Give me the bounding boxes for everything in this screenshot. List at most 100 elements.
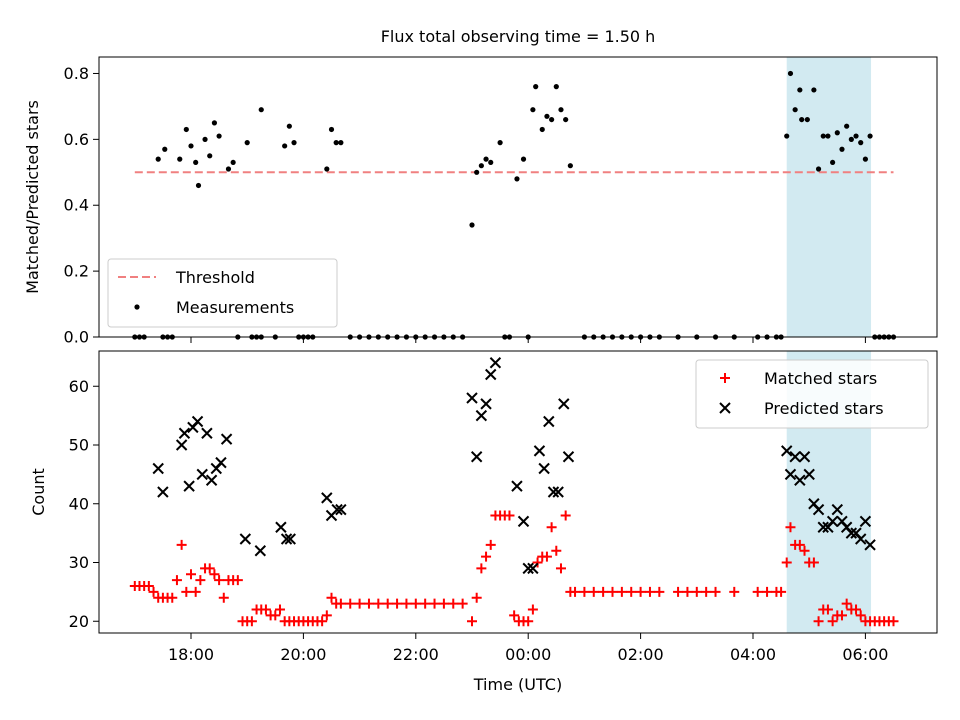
predicted-stars-point (275, 521, 287, 533)
legend-measurement-swatch (134, 304, 140, 310)
x-tick-label: 04:00 (730, 645, 776, 664)
top-highlight-band (786, 57, 872, 337)
measurement-point (853, 133, 859, 139)
matched-stars-point (588, 586, 599, 597)
measurement-point (328, 126, 335, 133)
predicted-stars-point (215, 456, 227, 469)
matched-stars-point (190, 586, 201, 597)
predicted-stars-point (205, 474, 218, 486)
measurement-point (567, 163, 573, 169)
x-tick-label: 18:00 (168, 645, 214, 664)
measurement-point (177, 156, 183, 162)
matched-stars-point (392, 598, 403, 609)
x-tick-label: 20:00 (280, 645, 326, 664)
x-tick-label: 00:00 (505, 645, 551, 664)
y-tick-label: 50 (69, 436, 89, 455)
measurement-point (469, 222, 475, 228)
measurement-point (514, 176, 520, 182)
measurement-point (862, 156, 869, 162)
matched-stars-point (410, 598, 421, 609)
measurement-point (844, 123, 850, 129)
bottom-x-ticks: 18:00 20:00 22:00 00:00 02:00 04:00 06:00 (168, 633, 888, 664)
matched-stars-point (822, 604, 833, 615)
measurement-point (195, 182, 202, 189)
predicted-stars-point (794, 474, 806, 486)
matched-stars-point (504, 510, 515, 521)
measurement-point (533, 84, 539, 90)
matched-stars-point (181, 586, 192, 597)
predicted-stars-point (280, 533, 293, 545)
predicted-stars-point (331, 503, 343, 516)
matched-stars-point (260, 604, 271, 615)
measurement-point (815, 166, 822, 172)
predicted-stars-point (812, 503, 825, 516)
bottom-y-ticks: 20 30 40 50 60 (69, 377, 99, 631)
measurement-point (553, 84, 559, 90)
measurement-point (811, 87, 817, 93)
legend-label: Threshold (175, 268, 255, 287)
matched-stars-point (363, 598, 374, 609)
legend-label: Matched stars (764, 369, 877, 388)
legend-label: Predicted stars (764, 399, 884, 418)
predicted-stars-point (175, 439, 188, 451)
top-legend: Threshold Measurements (107, 258, 338, 328)
measurement-point (549, 116, 555, 123)
y-tick-label: 60 (69, 377, 89, 396)
measurement-point (483, 156, 489, 162)
legend-box (107, 258, 338, 328)
measurement-point (530, 107, 536, 113)
matched-stars-point (246, 616, 257, 627)
matched-stars-point (176, 539, 187, 550)
measurement-point (202, 136, 208, 142)
measurement-point (211, 120, 218, 126)
matched-stars-point (476, 563, 487, 574)
predicted-stars-point (864, 539, 876, 551)
matched-stars-point (471, 592, 482, 603)
matched-stars-point (335, 598, 346, 609)
measurement-point (216, 133, 222, 139)
matched-stars-point (485, 539, 496, 550)
predicted-stars-point (466, 392, 478, 404)
matched-stars-point (429, 598, 440, 609)
matched-stars-point (143, 581, 154, 591)
predicted-stars-point (152, 462, 164, 475)
predicted-stars-point (191, 415, 204, 428)
y-tick-label: 0.8 (64, 64, 89, 83)
measurement-point (820, 133, 826, 139)
x-tick-label: 02:00 (618, 645, 664, 664)
matched-stars-point (644, 586, 655, 597)
predicted-stars-point (284, 533, 296, 545)
matched-stars-point (481, 551, 492, 562)
measurement-point (478, 163, 484, 169)
y-tick-label: 20 (69, 612, 89, 631)
predicted-stars-point (562, 451, 575, 463)
top-panel: 0.00.20.40.60.8 Matched/Predicted stars … (23, 56, 938, 347)
measurement-point (858, 140, 864, 146)
y-tick-label: 0.6 (64, 130, 89, 149)
matched-stars-point (785, 522, 796, 533)
predicted-stars-point (817, 521, 829, 533)
matched-stars-point (851, 604, 862, 615)
matched-stars-point (326, 592, 337, 603)
matched-stars-point (274, 604, 285, 615)
matched-stars-point (523, 616, 534, 627)
matched-stars-point (776, 586, 787, 597)
predicted-stars-point (178, 427, 191, 439)
matched-stars-point (794, 539, 805, 550)
measurement-point (291, 140, 297, 146)
measurement-point (324, 166, 330, 172)
matched-stars-point (682, 586, 693, 597)
top-axes-frame (98, 56, 938, 338)
matched-stars-point (438, 598, 449, 609)
measurement-point (155, 156, 161, 162)
measurement-point (867, 133, 873, 139)
predicted-stars-point (485, 368, 497, 381)
predicted-stars-point (803, 468, 815, 481)
measurement-point (830, 159, 836, 166)
figure-title: Flux total observing time = 1.50 h (381, 27, 656, 46)
x-tick-label: 22:00 (393, 645, 439, 664)
bottom-axes-frame (98, 350, 938, 634)
predicted-stars-point (321, 492, 333, 504)
matched-stars-point (808, 557, 819, 568)
legend-label: Measurements (176, 298, 294, 317)
